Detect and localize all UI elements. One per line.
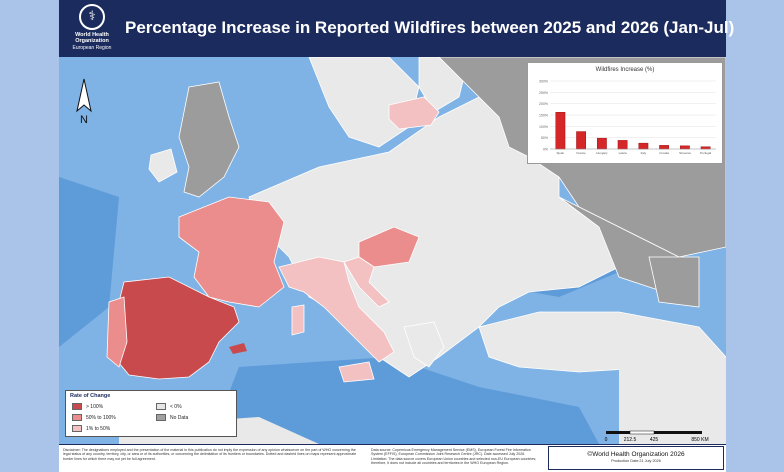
wildfire-bar-chart: Wildfires Increase (%) 0% 50% 100% 150% 200%…	[527, 62, 723, 164]
chart-x-tick-label: Hungary	[596, 151, 608, 155]
chart-bar	[597, 137, 607, 150]
who-emblem-icon: ⚕	[79, 4, 105, 30]
chart-bar	[680, 145, 690, 150]
europe-map: N Wildfires Increase (%) 0% 50% 100% 150% 20…	[59, 57, 726, 444]
land-middle-east	[619, 357, 726, 444]
chart-y-tick-label: 0%	[543, 148, 548, 152]
chart-y-tick-label: 50%	[541, 136, 548, 140]
legend: Rate of Change > 100% < 0% 50% to 100% N…	[65, 390, 237, 437]
land-portugal	[106, 296, 128, 368]
chart-bar	[555, 112, 566, 150]
legend-swatch	[72, 425, 82, 432]
logo-line-1: World Health	[75, 32, 109, 38]
land-croatia	[343, 256, 390, 308]
map-poster: ⚕ World Health Organization European Reg…	[59, 0, 734, 472]
chart-y-tick-label: 150%	[539, 114, 548, 118]
land-france	[178, 196, 285, 308]
legend-item-1-50: 1% to 50%	[72, 425, 110, 432]
logo-region: European Region	[72, 45, 112, 51]
chart-y-tick-label: 200%	[539, 102, 548, 106]
north-label: N	[80, 114, 88, 126]
land-uk-no-data	[178, 81, 240, 198]
chart-bar	[700, 146, 711, 150]
logo-line-2: Organization	[75, 38, 109, 44]
land-italy	[278, 256, 395, 363]
chart-x-tick-label: Croatia	[659, 151, 669, 155]
legend-item-decrease: < 0%	[156, 403, 182, 410]
legend-item-gt100: > 100%	[72, 403, 103, 410]
legend-swatch	[156, 414, 166, 421]
chart-bar	[659, 145, 669, 150]
header-bar: ⚕ World Health Organization European Reg…	[59, 0, 734, 57]
legend-swatch	[72, 403, 82, 410]
chart-y-tick-label: 250%	[539, 91, 548, 95]
chart-y-tick-label: 100%	[539, 125, 548, 129]
legend-item-no-data: No Data	[156, 414, 188, 421]
legend-title: Rate of Change	[70, 393, 111, 399]
legend-label: No Data	[170, 414, 189, 421]
legend-label: < 0%	[170, 403, 182, 410]
data-source-text: Data source: Copernicus Emergency Manage…	[371, 448, 537, 465]
chart-bar	[576, 131, 586, 150]
legend-label: > 100%	[86, 403, 104, 410]
chart-x-tick-label: Latvia	[619, 151, 627, 155]
legend-swatch	[156, 403, 166, 410]
land-scandinavia	[308, 57, 420, 148]
chart-bar	[638, 142, 649, 150]
copyright-box: ©World Health Organization 2026 Producti…	[548, 446, 724, 470]
atlantic-deep-sea	[59, 177, 119, 347]
footer: Disclaimer: The designations employed an…	[59, 444, 726, 472]
production-date: Production Date:21 July 2026	[611, 459, 661, 463]
who-logo: ⚕ World Health Organization European Reg…	[67, 4, 117, 54]
scale-tick: 0	[605, 437, 608, 443]
scale-bar: 0 212.5 425 850 KM	[605, 430, 709, 443]
chart-plot: 0% 50% 100% 150% 200% 250% 300% Spain France Hung…	[539, 80, 716, 155]
chart-bar	[617, 140, 628, 150]
legend-label: 50% to 100%	[86, 414, 116, 421]
land-sardinia	[291, 304, 305, 336]
chart-title: Wildfires Increase (%)	[595, 67, 655, 73]
legend-item-50-100: 50% to 100%	[72, 414, 116, 421]
land-sicily	[338, 361, 375, 383]
scale-tick: 212.5	[624, 437, 637, 443]
land-balearic	[229, 343, 247, 354]
mediterranean-deep-sea	[209, 357, 599, 444]
page-title: Percentage Increase in Reported Wildfire…	[125, 18, 735, 37]
chart-y-tick-label: 300%	[539, 80, 548, 84]
chart-x-tick-label: Slovenia	[679, 151, 691, 155]
land-ireland	[148, 148, 178, 183]
legend-label: 1% to 50%	[86, 425, 111, 432]
land-greece	[403, 321, 445, 368]
chart-x-tick-label: Portugal	[700, 151, 712, 155]
land-latvia	[388, 96, 440, 130]
chart-x-tick-label: Spain	[557, 151, 565, 155]
chart-x-tick-label: Italy	[641, 151, 647, 155]
land-caucasus-no-data	[648, 256, 700, 308]
chart-x-tick-label: France	[576, 151, 586, 155]
copyright-text: ©World Health Organization 2026	[587, 451, 685, 458]
scale-tick: 425	[650, 437, 659, 443]
disclaimer-text: Disclaimer: The designations employed an…	[63, 448, 357, 461]
legend-swatch	[72, 414, 82, 421]
scale-tick: 850 KM	[691, 437, 708, 443]
north-arrow-icon: N	[76, 78, 92, 126]
